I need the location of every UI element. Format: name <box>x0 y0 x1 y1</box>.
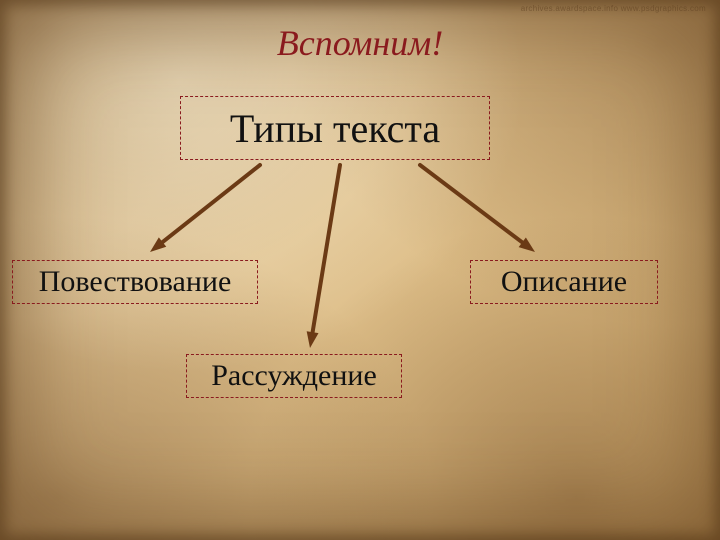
arrow-head-to-reasoning <box>307 331 319 348</box>
arrow-line-to-description <box>420 165 527 246</box>
arrow-line-to-reasoning <box>312 165 340 339</box>
arrows-layer <box>0 0 720 540</box>
arrow-line-to-narration <box>158 165 260 246</box>
parchment-canvas: archives.awardspace.info www.psdgraphics… <box>0 0 720 540</box>
